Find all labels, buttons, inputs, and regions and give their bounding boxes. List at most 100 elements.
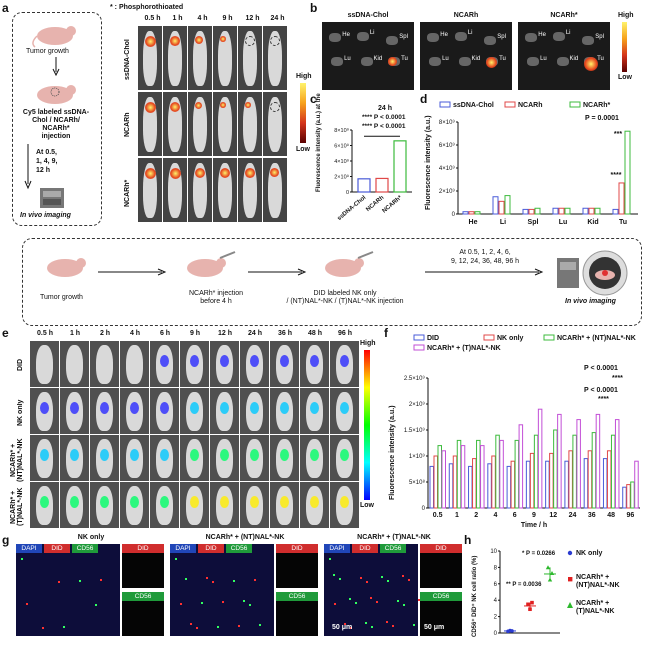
- organ-Spl: [484, 35, 497, 45]
- organ-Spl: [582, 35, 595, 45]
- tumor-signal: [145, 102, 157, 114]
- a-photo-r2-c5: [263, 158, 287, 222]
- h-legend-mark-1: [568, 577, 573, 582]
- tumor-signal: [170, 168, 182, 180]
- a-photo-r0-c1: [163, 26, 187, 90]
- f-stat-1: P < 0.0001: [584, 365, 618, 372]
- cell-dot: [397, 600, 399, 602]
- cell-dot: [58, 581, 60, 583]
- a-time-1: 1 h: [172, 15, 183, 22]
- e-imaging-grid: [30, 341, 360, 529]
- cell-dot: [243, 600, 245, 602]
- d-xlabel-5: Tu: [619, 219, 627, 226]
- f-ylabel: Fluorescence intensity (a.u.): [389, 405, 396, 500]
- cell-dot: [238, 625, 240, 627]
- f-bar-96-1: [626, 484, 631, 509]
- d-stat: P = 0.0001: [585, 115, 619, 122]
- f-xlabel-10: 96: [626, 512, 634, 519]
- signal: [39, 495, 49, 508]
- wf-step-5: In vivo imaging: [565, 298, 616, 305]
- signal: [39, 401, 49, 414]
- organ-label-Tu: Tu: [597, 56, 604, 62]
- e-photo-r0-c1: [60, 341, 89, 387]
- d-legend-1: NCARh: [518, 102, 543, 109]
- f-bar-36-3: [595, 413, 601, 509]
- a-time-5: 24 h: [270, 15, 285, 22]
- e-photo-r0-c5: [180, 341, 209, 387]
- injection-label: Cy5 labeled ssDNA- Chol / NCARh/ NCARh* …: [16, 109, 96, 141]
- g-tag-0-0: DAPI: [16, 544, 42, 553]
- f-xlabel-5: 9: [532, 512, 536, 519]
- d-ytick-label-0: 0: [452, 212, 456, 218]
- mouse-body: [243, 97, 257, 153]
- c-stat-2: **** P < 0.0001: [362, 123, 406, 130]
- tumor-signal: [195, 36, 203, 45]
- g-merged-0: DAPI DID CD56: [16, 544, 120, 636]
- e-row-label-4: NCARh* + (T)NAL*-NK: [10, 487, 24, 527]
- e-photo-r1-c7: [240, 388, 269, 434]
- f-bar-0.5-0: [429, 465, 434, 509]
- a-legend-low: Low: [296, 146, 310, 153]
- signal: [279, 401, 289, 414]
- signal: [189, 448, 199, 461]
- cell-dot: [222, 601, 224, 603]
- e-photo-r2-c7: [240, 435, 269, 481]
- signal: [189, 495, 199, 508]
- g-did-1: DID: [276, 544, 318, 588]
- signal: [159, 448, 169, 461]
- e-time-3: 4 h: [129, 330, 141, 337]
- f-legend-swatch-3: [413, 344, 425, 351]
- d-legend-0: ssDNA-Chol: [453, 102, 494, 109]
- signal: [279, 495, 289, 508]
- timepoints-line-3: 12 h: [36, 167, 51, 174]
- c-ytick-label-4: 8×10⁹: [334, 127, 349, 134]
- g-did-0: DID: [122, 544, 164, 588]
- d-bar-Li-0: [492, 196, 499, 215]
- f-ytick-label-4: 2×10⁹: [409, 401, 426, 408]
- e-photo-r2-c5: [180, 435, 209, 481]
- f-bar-6-1: [510, 460, 516, 509]
- e-photo-r3-c1: [60, 482, 89, 528]
- h-ytick-label-5: 10: [490, 549, 497, 555]
- g-scale-2: 50 μm: [424, 624, 445, 631]
- f-bar-12-3: [557, 413, 562, 509]
- d-xlabel-3: Lu: [559, 219, 568, 226]
- b-ex-vivo-images: ssDNA-Chol He Li Spl Lu Kid Tu NCARh He Li Spl Lu Ki…: [322, 12, 612, 92]
- f-bar-48-0: [602, 458, 608, 509]
- tumor-glow: [584, 57, 599, 72]
- f-xlabel-3: 4: [494, 512, 498, 519]
- f-bar-0.5-2: [437, 445, 442, 509]
- cell-dot: [339, 578, 341, 580]
- c-xlabel-0: ssDNA-Chol: [337, 195, 368, 222]
- organ-Lu: [429, 57, 442, 67]
- cell-dot: [355, 602, 357, 604]
- a-imaging-grid: [138, 26, 288, 224]
- organ-label-Tu: Tu: [499, 56, 506, 62]
- f-legend-swatch-0: [413, 334, 425, 341]
- d-ytick-label-2: 4×10⁹: [439, 165, 456, 172]
- g-cd56-1: CD56: [276, 592, 318, 636]
- tumor-outline: [245, 36, 256, 47]
- organ-Kid: [556, 57, 569, 67]
- a-photo-r2-c4: [238, 158, 262, 222]
- d-bar-He-0: [462, 211, 469, 215]
- panel-label-c: c: [310, 92, 317, 106]
- wf-step-4-line-1: At 0.5, 1, 2, 4, 6,: [459, 249, 511, 256]
- f-ytick-label-5: 2.5×10⁹: [404, 375, 426, 382]
- signal: [159, 495, 169, 508]
- f-bar-1-2: [456, 439, 462, 509]
- a-photo-r1-c5: [263, 92, 287, 156]
- e-photo-r0-c8: [270, 341, 299, 387]
- e-photo-r2-c3: [120, 435, 149, 481]
- mouse-body: [268, 163, 282, 219]
- f-bar-4-3: [499, 439, 504, 509]
- f-xlabel-8: 36: [588, 512, 596, 519]
- d-xlabel-0: He: [469, 219, 478, 226]
- organ-label-He: He: [440, 31, 448, 38]
- g-scale-1: 50 μm: [332, 624, 353, 631]
- timepoints-line-2: 1, 4, 9,: [36, 158, 58, 165]
- c-bar-1: [375, 177, 389, 193]
- g-tag-0-2: CD56: [72, 544, 98, 553]
- e-time-4: 6 h: [159, 330, 171, 337]
- wf-arrow-1: [98, 268, 167, 276]
